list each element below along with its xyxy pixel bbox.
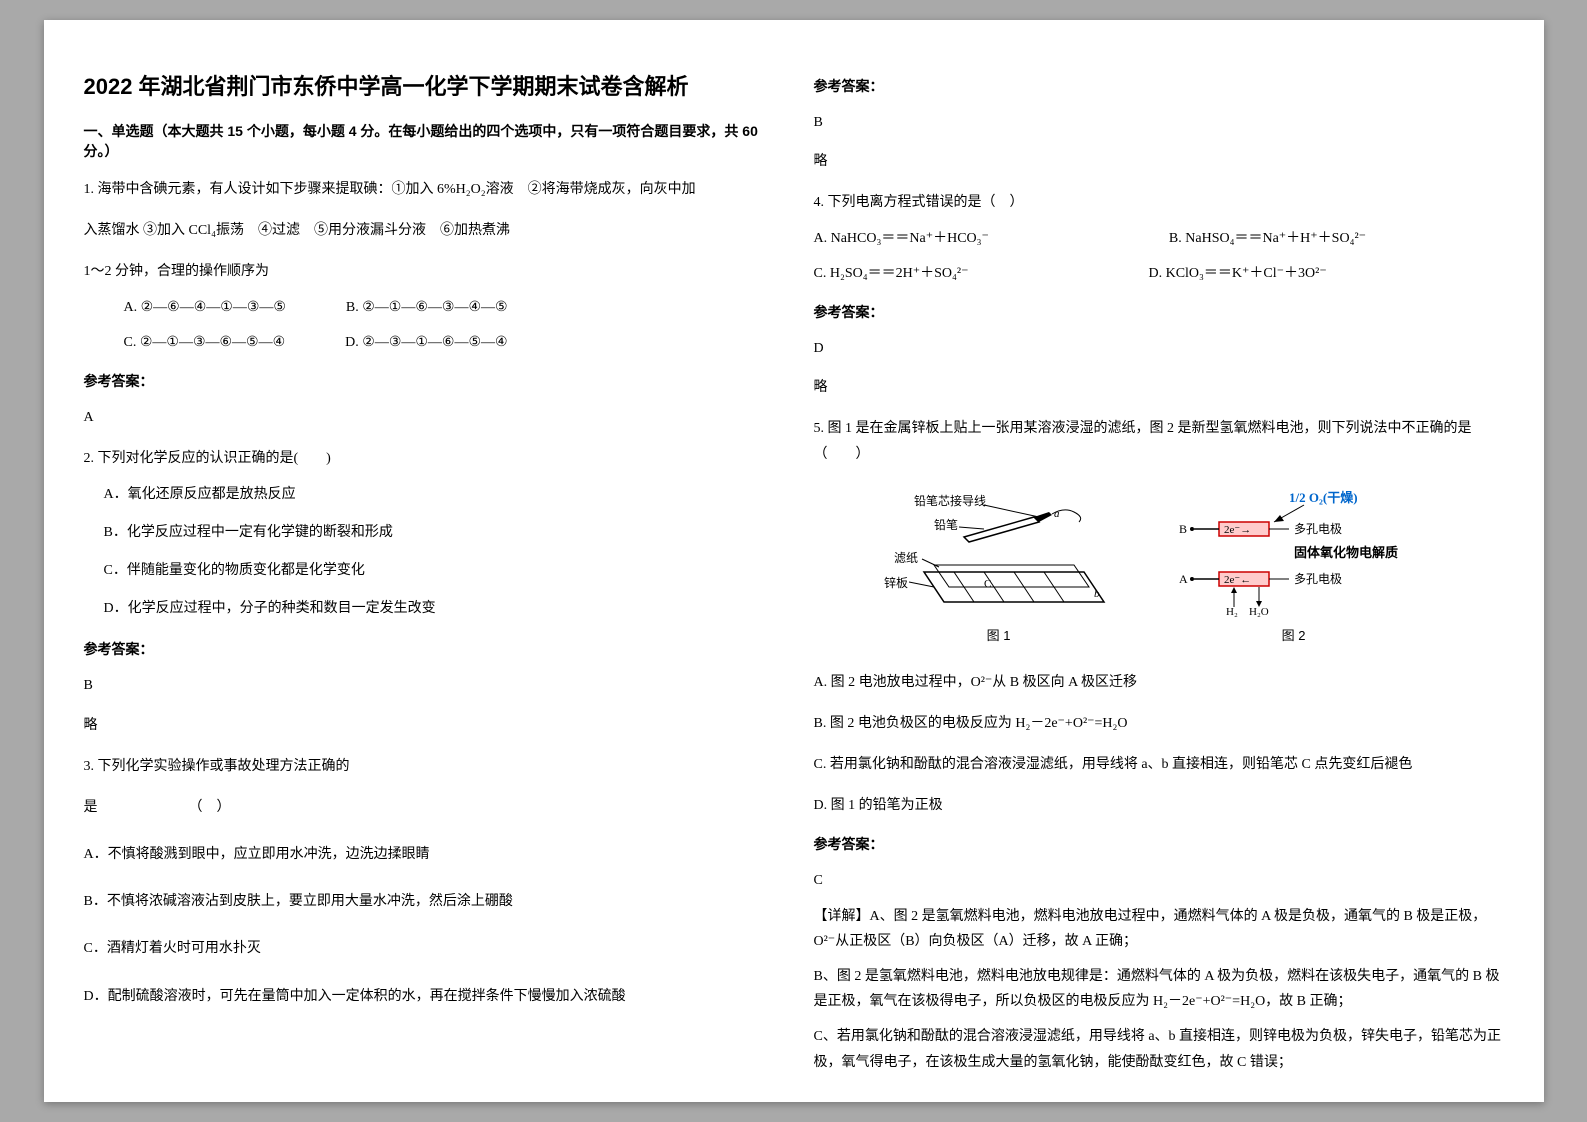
d2-a-dot: [1190, 577, 1194, 581]
q1-options-row1: A. ②—⑥—④—①—③—⑤ B. ②—①—⑥—③—④—⑤: [124, 295, 774, 320]
q4-row1: A. NaHCO₃＝＝Na⁺＋HCO₃⁻ B. NaHSO₄＝＝Na⁺＋H⁺＋S…: [814, 226, 1504, 251]
q3-answer-label: 参考答案：: [814, 76, 1504, 96]
exam-page: 2022 年湖北省荆门市东侨中学高一化学下学期期末试卷含解析 一、单选题（本大题…: [44, 20, 1544, 1102]
d1-ptr-zinc: [909, 582, 934, 587]
q5-opt-d: D. 图 1 的铅笔为正极: [814, 793, 1504, 818]
d2-text-electrolyte: 固体氧化物电解质: [1294, 545, 1398, 560]
d2-o2-arrowhead: [1274, 515, 1284, 522]
q2-opt-a: A．氧化还原反应都是放热反应: [104, 481, 774, 509]
q3-stem-l2: 是 （ ）: [84, 795, 774, 820]
q4-answer-label: 参考答案：: [814, 302, 1504, 322]
d1-text-zinc: 锌板: [884, 576, 908, 590]
q4-opt-d: D. KClO₃＝＝K⁺＋Cl⁻＋3O²⁻: [1148, 261, 1326, 286]
diagram-container: 铅笔芯接导线 铅笔 滤纸 锌板 a: [814, 487, 1504, 644]
d2-text-a: A: [1179, 572, 1188, 586]
q3-opt-d: D．配制硫酸溶液时，可先在量筒中加入一定体积的水，再在搅拌条件下慢慢加入浓硫酸: [84, 984, 774, 1009]
d1-ptr-lead: [984, 505, 1039, 517]
q4-opt-b: B. NaHSO₄＝＝Na⁺＋H⁺＋SO₄²⁻: [1169, 226, 1366, 251]
q4-opt-a: A. NaHCO₃＝＝Na⁺＋HCO₃⁻: [814, 226, 989, 251]
q1-opt-c: C. ②—①—③—⑥—⑤—④: [124, 330, 286, 355]
q2-answer-label: 参考答案：: [84, 639, 774, 659]
q5-stem: 5. 图 1 是在金属锌板上贴上一张用某溶液浸湿的滤纸，图 2 是新型氢氧燃料电…: [814, 416, 1504, 466]
d1-ptr-filter: [922, 559, 939, 567]
q1-stem-l3: 1～2 分钟，合理的操作顺序为: [84, 259, 774, 284]
q3-answer: B: [814, 110, 1504, 135]
diagram-2: 1/2 O₂(干燥) 2e⁻→ 2e⁻← B A: [1154, 487, 1434, 644]
d2-text-h2: H₂: [1226, 606, 1238, 617]
q4-stem: 4. 下列电离方程式错误的是（ ）: [814, 190, 1504, 215]
q5-opt-a: A. 图 2 电池放电过程中，O²⁻从 B 极区向 A 极区迁移: [814, 670, 1504, 695]
q2-opt-b: B．化学反应过程中一定有化学键的断裂和形成: [104, 519, 774, 547]
left-column: 2022 年湖北省荆门市东侨中学高一化学下学期期末试卷含解析 一、单选题（本大题…: [84, 70, 774, 1052]
q1-answer-label: 参考答案：: [84, 371, 774, 391]
d2-text-b: B: [1179, 522, 1187, 536]
d2-text-electrode-bottom: 多孔电极: [1294, 572, 1342, 586]
diagram-1-svg: 铅笔芯接导线 铅笔 滤纸 锌板 a: [884, 487, 1114, 617]
d2-text-o2: 1/2 O₂(干燥): [1289, 490, 1358, 505]
q1-opt-a: A. ②—⑥—④—①—③—⑤: [124, 295, 286, 320]
q1-options-row2: C. ②—①—③—⑥—⑤—④ D. ②—③—①—⑥—⑤—④: [124, 330, 774, 355]
q1-opt-d: D. ②—③—①—⑥—⑤—④: [345, 330, 507, 355]
q4-answer: D: [814, 336, 1504, 361]
d1-text-lead: 铅笔芯接导线: [914, 493, 986, 508]
diagram-1: 铅笔芯接导线 铅笔 滤纸 锌板 a: [884, 487, 1114, 644]
diagram-1-label: 图 1: [987, 625, 1011, 644]
d2-text-2e-l: 2e⁻←: [1224, 574, 1251, 586]
q2-opt-d: D．化学反应过程中，分子的种类和数目一定发生改变: [104, 595, 774, 623]
q2-opt-c: C．伴随能量变化的物质变化都是化学变化: [104, 557, 774, 585]
q1-opt-b: B. ②—①—⑥—③—④—⑤: [346, 295, 508, 320]
d2-text-electrode-top: 多孔电极: [1294, 522, 1342, 536]
section-header: 一、单选题（本大题共 15 个小题，每小题 4 分。在每小题给出的四个选项中，只…: [84, 121, 774, 161]
q2-stem: 2. 下列对化学反应的认识正确的是( ): [84, 446, 774, 471]
d1-pencil-body: [964, 517, 1039, 542]
d2-h2-arrowhead: [1231, 587, 1237, 593]
diagram-2-svg: 1/2 O₂(干燥) 2e⁻→ 2e⁻← B A: [1154, 487, 1434, 617]
d2-text-2e-r: 2e⁻→: [1224, 524, 1251, 536]
right-column: 参考答案： B 略 4. 下列电离方程式错误的是（ ） A. NaHCO₃＝＝N…: [814, 70, 1504, 1052]
d1-ptr-pencil: [959, 527, 984, 529]
q1-answer: A: [84, 405, 774, 430]
d2-text-h2o: H₂O: [1249, 606, 1269, 617]
q2-answer: B: [84, 673, 774, 698]
q5-exp-3: C、若用氯化钠和酚酞的混合溶液浸湿滤纸，用导线将 a、b 直接相连，则锌电极为负…: [814, 1024, 1504, 1074]
q2-note: 略: [84, 713, 774, 738]
d1-label-b: b: [1094, 588, 1100, 600]
d1-label-a: a: [1054, 508, 1060, 520]
page-title: 2022 年湖北省荆门市东侨中学高一化学下学期期末试卷含解析: [84, 70, 774, 103]
q5-opt-b: B. 图 2 电池负极区的电极反应为 H₂－2e⁻+O²⁻=H₂O: [814, 711, 1504, 736]
d1-text-filter: 滤纸: [894, 551, 918, 565]
q5-answer-label: 参考答案：: [814, 834, 1504, 854]
d1-text-pencil: 铅笔: [934, 517, 958, 532]
q5-exp-1: 【详解】A、图 2 是氢氧燃料电池，燃料电池放电过程中，通燃料气体的 A 极是负…: [814, 904, 1504, 954]
q4-row2: C. H₂SO₄＝＝2H⁺＋SO₄²⁻ D. KClO₃＝＝K⁺＋Cl⁻＋3O²…: [814, 261, 1504, 286]
q3-opt-a: A．不慎将酸溅到眼中，应立即用水冲洗，边洗边揉眼睛: [84, 842, 774, 867]
q4-note: 略: [814, 375, 1504, 400]
d2-b-dot: [1190, 527, 1194, 531]
q3-stem-l1: 3. 下列化学实验操作或事故处理方法正确的: [84, 754, 774, 779]
q5-answer: C: [814, 868, 1504, 893]
q5-exp-2: B、图 2 是氢氧燃料电池，燃料电池放电规律是：通燃料气体的 A 极为负极，燃料…: [814, 964, 1504, 1014]
d1-label-c: C: [984, 578, 991, 590]
q3-note: 略: [814, 149, 1504, 174]
q3-opt-c: C．酒精灯着火时可用水扑灭: [84, 936, 774, 961]
diagram-2-label: 图 2: [1282, 625, 1306, 644]
q5-opt-c: C. 若用氯化钠和酚酞的混合溶液浸湿滤纸，用导线将 a、b 直接相连，则铅笔芯 …: [814, 752, 1504, 777]
q1-stem-l2: 入蒸馏水 ③加入 CCl₄振荡 ④过滤 ⑤用分液漏斗分液 ⑥加热煮沸: [84, 218, 774, 243]
q1-stem-l1: 1. 海带中含碘元素，有人设计如下步骤来提取碘：①加入 6%H₂O₂溶液 ②将海…: [84, 177, 774, 202]
q4-opt-c: C. H₂SO₄＝＝2H⁺＋SO₄²⁻: [814, 261, 969, 286]
q3-opt-b: B．不慎将浓碱溶液沾到皮肤上，要立即用大量水冲洗，然后涂上硼酸: [84, 889, 774, 914]
